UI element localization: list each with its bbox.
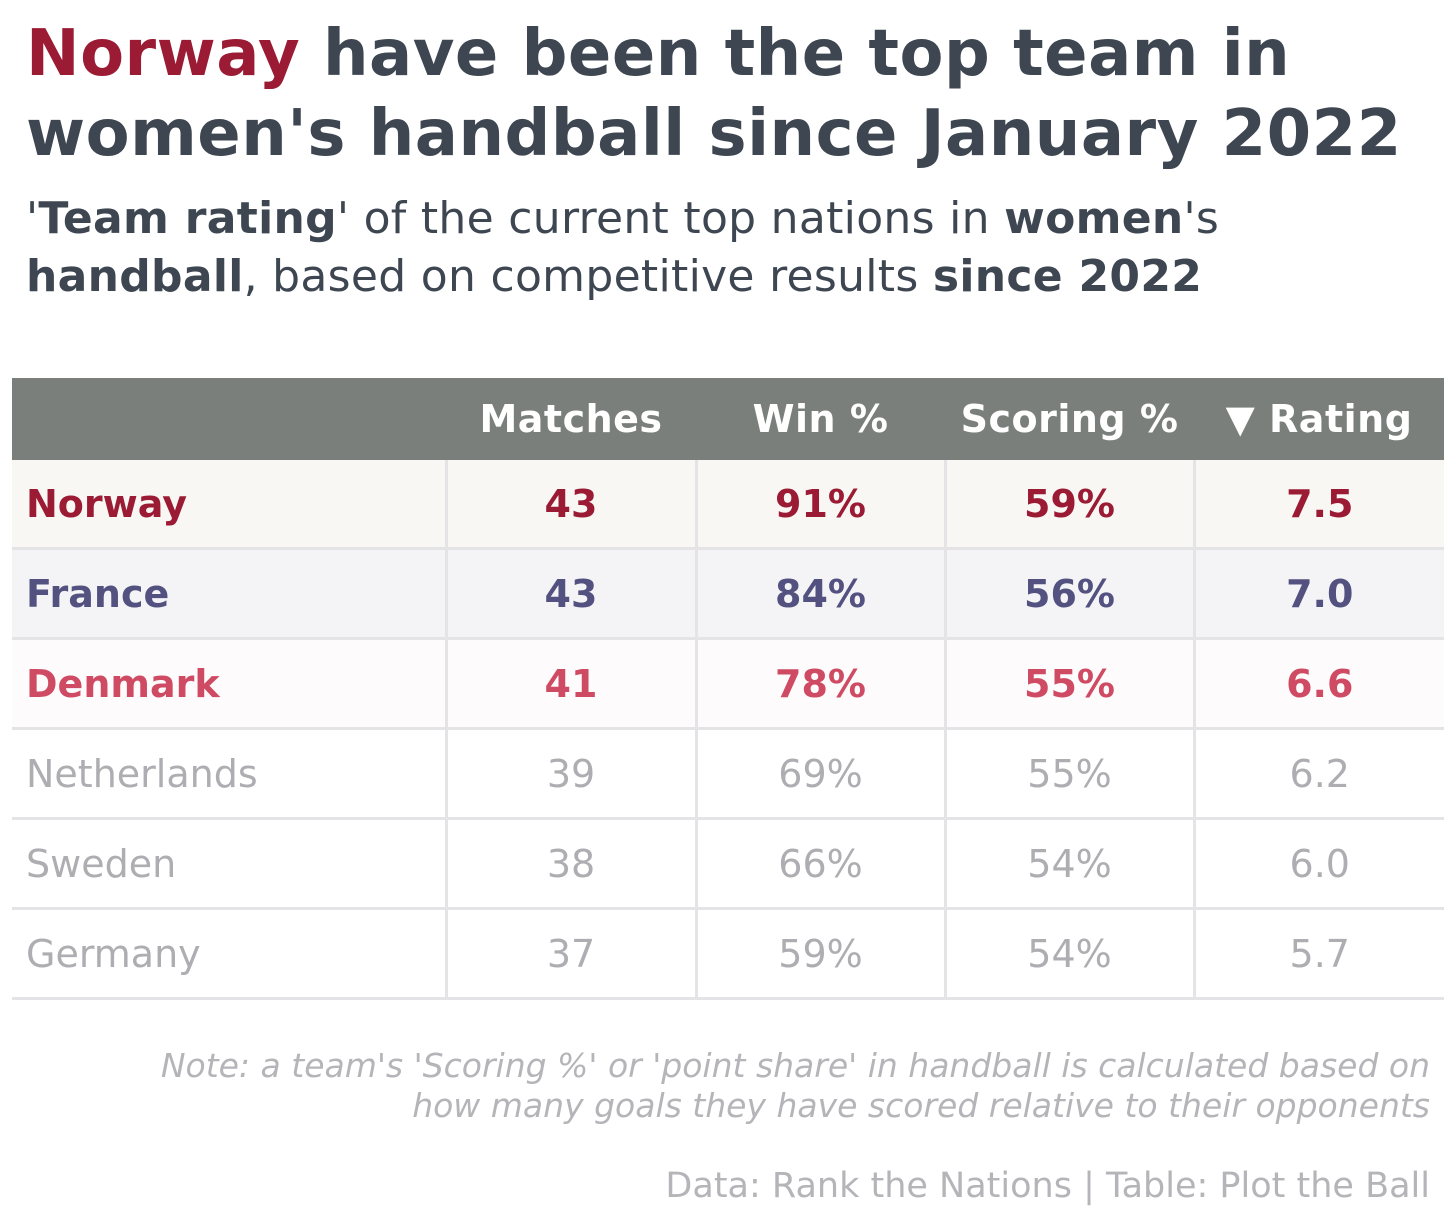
- team-name: Germany: [12, 908, 446, 1000]
- team-name: Denmark: [12, 638, 446, 730]
- subtitle-part: 's: [1183, 193, 1220, 244]
- header-team: [12, 378, 446, 460]
- win-cell: 84%: [694, 548, 945, 640]
- footnote-line: Note: a team's 'Scoring %' or 'point sha…: [160, 1046, 1430, 1085]
- table-row: Germany 37 59% 54% 5.7: [12, 908, 1444, 1000]
- source-credit: Data: Rank the Nations | Table: Plot the…: [665, 1166, 1430, 1206]
- scoring-cell: 56%: [943, 548, 1194, 640]
- team-name: Norway: [12, 460, 446, 550]
- rating-cell: 6.2: [1192, 728, 1444, 820]
- win-cell: 78%: [694, 638, 945, 730]
- subtitle-part: ' of the current top nations in: [336, 193, 1005, 244]
- table-row: Norway 43 91% 59% 7.5: [12, 460, 1444, 550]
- matches-cell: 41: [444, 638, 696, 730]
- rating-cell: 7.0: [1192, 548, 1444, 640]
- matches-cell: 43: [444, 548, 696, 640]
- chart-title: Norway have been the top team in women's…: [26, 14, 1436, 174]
- matches-cell: 39: [444, 728, 696, 820]
- win-cell: 69%: [694, 728, 945, 820]
- ratings-table: Matches Win % Scoring % ▼ Rating Norway …: [12, 378, 1444, 1000]
- table-row: Sweden 38 66% 54% 6.0: [12, 818, 1444, 910]
- header-matches: Matches: [446, 378, 696, 460]
- team-name: Netherlands: [12, 728, 446, 820]
- scoring-cell: 55%: [943, 638, 1194, 730]
- win-cell: 66%: [694, 818, 945, 910]
- title-rest: have been the top team in women's handba…: [26, 17, 1402, 171]
- win-cell: 59%: [694, 908, 945, 1000]
- subtitle-bold: since 2022: [932, 251, 1203, 302]
- scoring-cell: 55%: [943, 728, 1194, 820]
- rating-cell: 6.0: [1192, 818, 1444, 910]
- subtitle-bold: Team rating: [38, 193, 337, 244]
- chart-subtitle: 'Team rating' of the current top nations…: [26, 190, 1436, 306]
- title-highlight: Norway: [26, 17, 301, 91]
- team-name: France: [12, 548, 446, 640]
- scoring-cell: 59%: [943, 460, 1194, 550]
- rating-cell: 6.6: [1192, 638, 1444, 730]
- subtitle-part: ': [26, 193, 39, 244]
- matches-cell: 37: [444, 908, 696, 1000]
- header-win: Win %: [696, 378, 945, 460]
- matches-cell: 43: [444, 460, 696, 550]
- rating-cell: 5.7: [1192, 908, 1444, 1000]
- scoring-cell: 54%: [943, 818, 1194, 910]
- header-scoring: Scoring %: [945, 378, 1194, 460]
- subtitle-bold: handball: [26, 251, 244, 302]
- matches-cell: 38: [444, 818, 696, 910]
- subtitle-part: , based on competitive results: [243, 251, 933, 302]
- footnote-line: how many goals they have scored relative…: [412, 1086, 1430, 1125]
- table-row: Netherlands 39 69% 55% 6.2: [12, 728, 1444, 820]
- table-row: Denmark 41 78% 55% 6.6: [12, 638, 1444, 730]
- table-header-row: Matches Win % Scoring % ▼ Rating: [12, 378, 1444, 460]
- rating-cell: 7.5: [1192, 460, 1444, 550]
- scoring-cell: 54%: [943, 908, 1194, 1000]
- table-row: France 43 84% 56% 7.0: [12, 548, 1444, 640]
- footnote: Note: a team's 'Scoring %' or 'point sha…: [50, 1046, 1430, 1126]
- subtitle-bold: women: [1004, 193, 1184, 244]
- win-cell: 91%: [694, 460, 945, 550]
- team-name: Sweden: [12, 818, 446, 910]
- header-rating: ▼ Rating: [1194, 378, 1444, 460]
